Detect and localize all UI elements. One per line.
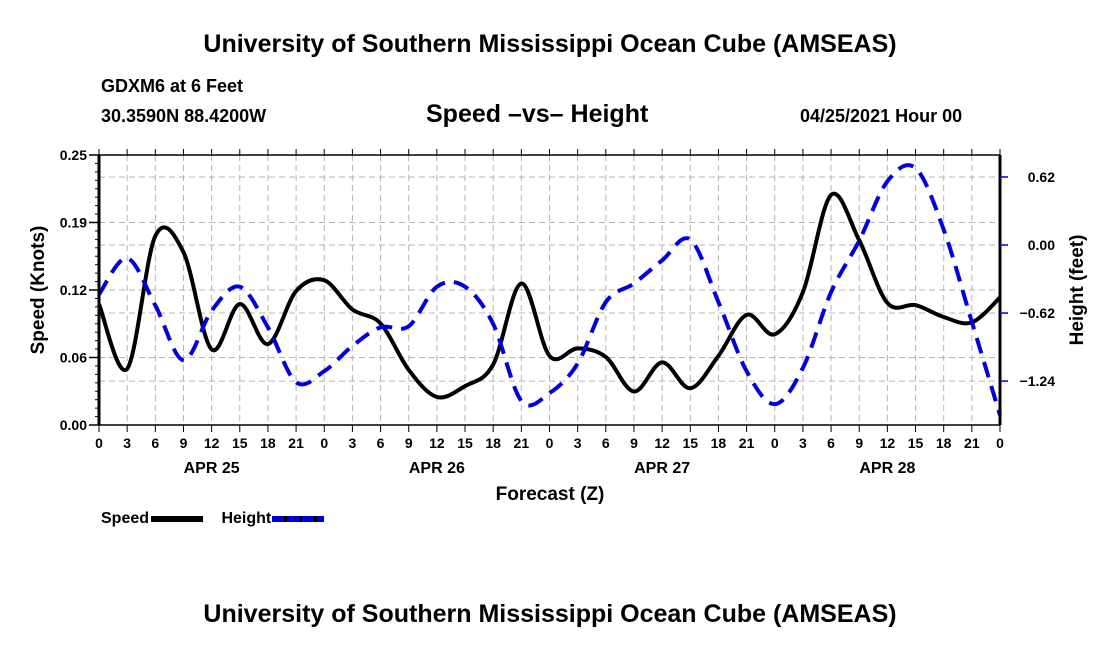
datetime-label: 04/25/2021 Hour 00 [800, 106, 963, 126]
x-tick-label: 12 [204, 435, 220, 451]
x-tick-label: 9 [180, 435, 188, 451]
x-tick-label: 15 [232, 435, 248, 451]
x-tick-label: 9 [855, 435, 863, 451]
legend-height-swatch [272, 515, 325, 522]
y2-tick-label: 0.00 [1028, 237, 1055, 253]
x-tick-label: 12 [880, 435, 896, 451]
grid-lines [99, 155, 1000, 425]
y-tick-label: 0.00 [60, 417, 87, 433]
x-tick-label: 9 [630, 435, 638, 451]
x-tick-label: 0 [546, 435, 554, 451]
bottom-title: University of Southern Mississippi Ocean… [203, 600, 897, 628]
y2-tick-label: −1.24 [1020, 373, 1056, 389]
y2-tick-label: 0.62 [1028, 169, 1055, 185]
coordinates-label: 30.3590N 88.4200W [101, 106, 267, 126]
y-tick-label: 0.06 [60, 350, 87, 366]
x-tick-label: 21 [964, 435, 980, 451]
legend-speed-swatch [151, 515, 204, 522]
series-line-height [97, 163, 1002, 416]
x-tick-label: 18 [260, 435, 276, 451]
x-tick-label: 18 [485, 435, 501, 451]
x-tick-label: 21 [514, 435, 530, 451]
speed-height-chart: 0 3 6 9 12 15 18 21 0 3 6 9 12 15 18 21 0 3 6 9 12 15 18 21 0 3 6 9… [28, 147, 1088, 505]
x-tick-label: 6 [377, 435, 385, 451]
x-tick-label: 15 [457, 435, 473, 451]
legend-height-label: Height [221, 510, 272, 527]
x-tick-label: 0 [95, 435, 103, 451]
y-tick-label: 0.19 [60, 215, 87, 231]
x-tick-label: 3 [123, 435, 131, 451]
x-tick-label: 3 [799, 435, 807, 451]
x-axis-label: Forecast (Z) [496, 484, 605, 505]
x-tick-label: 12 [654, 435, 670, 451]
chart-title: Speed –vs– Height [426, 100, 649, 128]
x-tick-label: 6 [827, 435, 835, 451]
x-tick-label: 9 [405, 435, 413, 451]
x-tick-label: 6 [151, 435, 159, 451]
series-layer [97, 163, 1002, 416]
y2-axis-label: Height (feet) [1067, 235, 1088, 346]
y-tick-label: 0.12 [60, 282, 87, 298]
day-label: APR 27 [634, 460, 690, 477]
legend: Speed Height [101, 510, 325, 528]
x-tick-label: 21 [739, 435, 755, 451]
x-tick-label: 0 [996, 435, 1004, 451]
series-line-speed [97, 191, 1002, 400]
y-axis-label: Speed (Knots) [28, 226, 49, 355]
x-tick-label: 18 [936, 435, 952, 451]
x-tick-label: 0 [320, 435, 328, 451]
x-tick-label: 18 [711, 435, 727, 451]
day-label: APR 28 [859, 460, 915, 477]
y-tick-label: 0.25 [60, 147, 87, 163]
x-tick-label: 15 [682, 435, 698, 451]
x-tick-label: 21 [288, 435, 304, 451]
y2-tick-label: −0.62 [1020, 305, 1056, 321]
x-tick-label: 15 [908, 435, 924, 451]
legend-speed-label: Speed [101, 510, 150, 527]
day-label: APR 26 [409, 460, 465, 477]
x-tick-label: 3 [349, 435, 357, 451]
x-tick-label: 6 [602, 435, 610, 451]
x-tick-label: 3 [574, 435, 582, 451]
day-label: APR 25 [184, 460, 240, 477]
top-title: University of Southern Mississippi Ocean… [203, 30, 897, 58]
x-tick-label: 0 [771, 435, 779, 451]
axes-layer: 0 3 6 9 12 15 18 21 0 3 6 9 12 15 18 21 0 3 6 9 12 15 18 21 0 3 6 9… [60, 147, 1055, 477]
station-label: GDXM6 at 6 Feet [101, 76, 244, 96]
x-tick-label: 12 [429, 435, 445, 451]
